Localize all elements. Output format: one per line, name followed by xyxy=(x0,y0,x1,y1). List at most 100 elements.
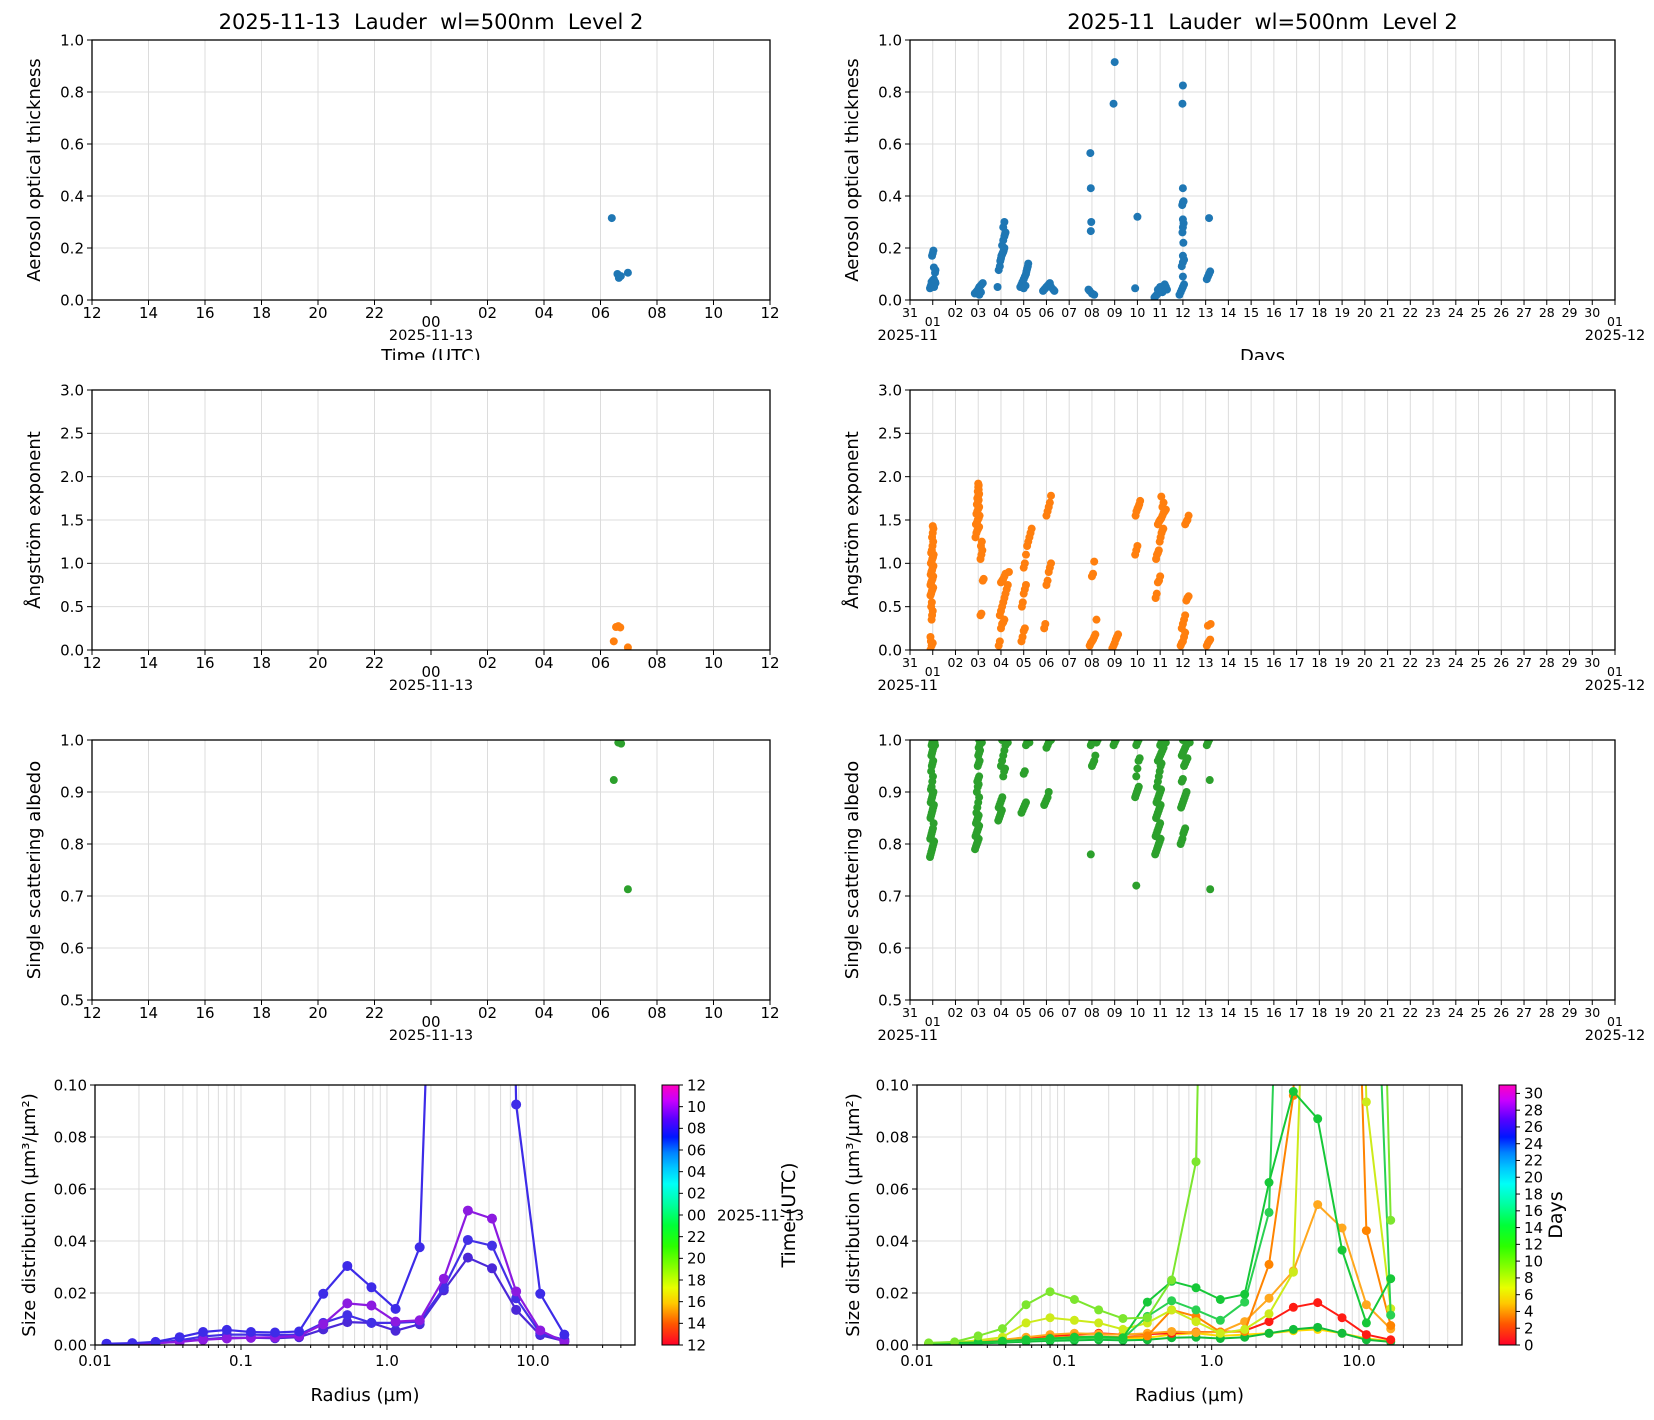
svg-text:03: 03 xyxy=(970,1005,986,1020)
svg-text:20: 20 xyxy=(1357,305,1373,320)
svg-text:0.04: 0.04 xyxy=(54,1232,87,1250)
grid xyxy=(91,739,771,1001)
y-tick-labels: 0.00 0.02 0.04 0.06 0.08 0.10 xyxy=(54,1076,87,1354)
svg-text:21: 21 xyxy=(1380,1005,1396,1020)
svg-text:2025-11-13: 2025-11-13 xyxy=(389,328,473,344)
x-axis-label: Radius (µm) xyxy=(1135,1385,1244,1406)
svg-text:20: 20 xyxy=(1357,1005,1373,1020)
size-distribution-daily: 0.01 0.1 1.0 10.0 0.00 0.02 0.04 0.06 0.08 0.10 Ra… xyxy=(19,1076,804,1406)
svg-text:06: 06 xyxy=(591,1004,610,1022)
svg-text:19: 19 xyxy=(1334,305,1350,320)
svg-text:08: 08 xyxy=(687,1120,706,1138)
svg-text:16: 16 xyxy=(195,654,214,672)
svg-text:17: 17 xyxy=(1289,1005,1305,1020)
svg-text:18: 18 xyxy=(1524,1185,1543,1203)
aot-monthly-panel: 31 01 2025-11 02 03 04 05 06 07 08 09 10 11 12 13 14 15 1… xyxy=(820,0,1654,367)
svg-text:22: 22 xyxy=(365,1004,384,1022)
svg-text:3.0: 3.0 xyxy=(60,381,84,399)
y-axis-label: Size distribution (µm³/µm²) xyxy=(19,1093,40,1336)
svg-text:06: 06 xyxy=(1038,655,1054,670)
ssa-daily-panel: 12 14 16 18 20 22 00 2025-11-13 02 04 06 08 10 12 0.5 0… xyxy=(0,690,820,1067)
y-axis-label: Aerosol optical thickness xyxy=(24,58,45,281)
svg-text:28: 28 xyxy=(1539,655,1555,670)
svg-text:1.0: 1.0 xyxy=(60,731,84,749)
y-tick-labels: 0.5 0.6 0.7 0.8 0.9 1.0 xyxy=(878,731,902,1009)
colorbar: 12 14 16 18 20 22 00 2025-11-13 02 04 06 08 10 12 Time… xyxy=(661,1076,804,1354)
size-daily-panel: 0.01 0.1 1.0 10.0 0.00 0.02 0.04 0.06 0.08 0.10 Ra… xyxy=(0,1040,820,1420)
svg-text:0.7: 0.7 xyxy=(60,887,84,905)
svg-text:20: 20 xyxy=(1357,655,1373,670)
y-tick-labels: 0.0 0.5 1.0 1.5 2.0 2.5 3.0 xyxy=(878,381,902,659)
y-axis-label: Ångström exponent xyxy=(23,431,45,609)
svg-text:13: 13 xyxy=(1198,1005,1214,1020)
svg-text:10: 10 xyxy=(704,654,723,672)
svg-text:12: 12 xyxy=(687,1336,706,1354)
svg-text:18: 18 xyxy=(687,1271,706,1289)
y-axis xyxy=(87,39,92,301)
svg-text:1.0: 1.0 xyxy=(1200,1352,1224,1370)
svg-text:20: 20 xyxy=(308,304,327,322)
x-axis xyxy=(91,1000,771,1005)
svg-text:12: 12 xyxy=(82,1004,101,1022)
svg-text:1.0: 1.0 xyxy=(878,31,902,49)
svg-text:09: 09 xyxy=(1107,1005,1123,1020)
svg-text:10: 10 xyxy=(687,1098,706,1116)
svg-text:22: 22 xyxy=(1402,1005,1418,1020)
svg-text:28: 28 xyxy=(1539,1005,1555,1020)
svg-text:0.01: 0.01 xyxy=(78,1352,111,1370)
svg-text:22: 22 xyxy=(1402,655,1418,670)
svg-text:0.02: 0.02 xyxy=(54,1284,87,1302)
svg-text:02: 02 xyxy=(687,1185,706,1203)
svg-text:0.4: 0.4 xyxy=(878,187,902,205)
y-axis-label: Size distribution (µm³/µm²) xyxy=(843,1093,864,1336)
svg-text:21: 21 xyxy=(1380,655,1396,670)
svg-text:12: 12 xyxy=(82,304,101,322)
svg-text:08: 08 xyxy=(647,304,666,322)
x-axis-label: Radius (µm) xyxy=(310,1385,419,1406)
svg-text:08: 08 xyxy=(1084,305,1100,320)
svg-text:31: 31 xyxy=(902,305,918,320)
svg-text:0.6: 0.6 xyxy=(60,939,84,957)
svg-text:24: 24 xyxy=(1448,655,1464,670)
svg-text:25: 25 xyxy=(1471,655,1487,670)
svg-text:0.10: 0.10 xyxy=(54,1076,87,1094)
svg-text:22: 22 xyxy=(687,1228,706,1246)
y-tick-labels: 0.00 0.02 0.04 0.06 0.08 0.10 xyxy=(876,1076,909,1354)
svg-text:26: 26 xyxy=(1493,655,1509,670)
svg-text:0.00: 0.00 xyxy=(54,1336,87,1354)
svg-text:14: 14 xyxy=(1220,1005,1236,1020)
svg-text:14: 14 xyxy=(1220,655,1236,670)
svg-text:03: 03 xyxy=(970,305,986,320)
plot-border xyxy=(916,1084,1463,1346)
svg-text:2025-11-13: 2025-11-13 xyxy=(717,1206,804,1224)
y-axis xyxy=(905,39,910,301)
svg-text:12: 12 xyxy=(760,1004,779,1022)
svg-text:20: 20 xyxy=(308,1004,327,1022)
svg-text:02: 02 xyxy=(948,305,964,320)
svg-text:07: 07 xyxy=(1061,1005,1077,1020)
svg-text:15: 15 xyxy=(1243,305,1259,320)
svg-text:1.0: 1.0 xyxy=(60,555,84,573)
svg-text:3.0: 3.0 xyxy=(878,381,902,399)
svg-text:01: 01 xyxy=(925,314,941,329)
svg-text:0: 0 xyxy=(1524,1336,1534,1354)
svg-text:28: 28 xyxy=(1539,305,1555,320)
svg-text:01: 01 xyxy=(925,664,941,679)
svg-text:10: 10 xyxy=(704,304,723,322)
plot-border xyxy=(909,739,1616,1001)
svg-text:11: 11 xyxy=(1152,1005,1168,1020)
svg-text:18: 18 xyxy=(252,1004,271,1022)
svg-text:18: 18 xyxy=(252,654,271,672)
svg-text:0.2: 0.2 xyxy=(878,239,902,257)
svg-text:0.06: 0.06 xyxy=(876,1180,909,1198)
svg-text:1.0: 1.0 xyxy=(878,731,902,749)
svg-text:22: 22 xyxy=(1524,1152,1543,1170)
svg-text:0.8: 0.8 xyxy=(60,835,84,853)
svg-text:30: 30 xyxy=(1584,655,1600,670)
svg-text:24: 24 xyxy=(1524,1135,1543,1153)
x-tick-labels: 0.01 0.1 1.0 10.0 xyxy=(78,1352,549,1370)
svg-text:14: 14 xyxy=(139,654,158,672)
svg-text:0.08: 0.08 xyxy=(54,1128,87,1146)
